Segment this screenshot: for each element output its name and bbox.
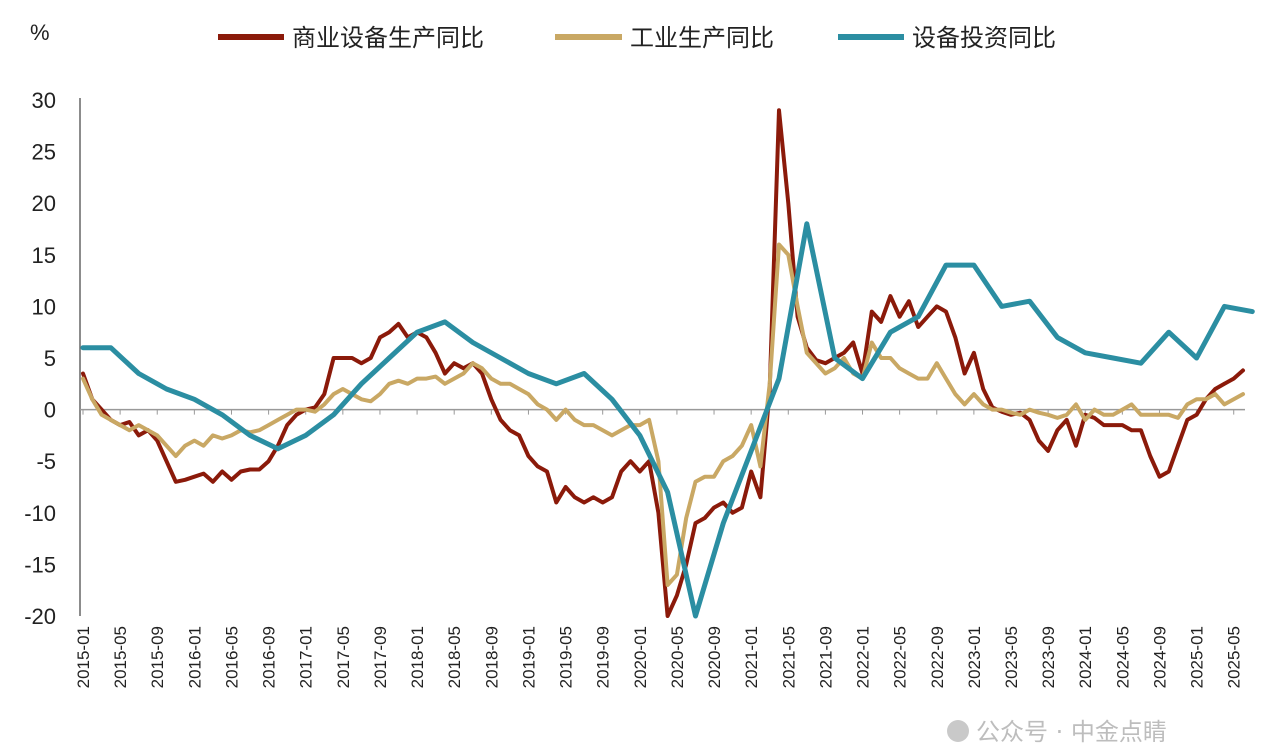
x-tick-label: 2020-09: [705, 626, 724, 688]
series-line-industrial-production: [81, 242, 1245, 587]
x-tick-label: 2018-09: [482, 626, 501, 688]
y-unit-label: %: [30, 20, 50, 45]
x-tick-label: 2025-05: [1225, 626, 1244, 688]
x-tick-label: 2015-01: [74, 626, 93, 688]
x-tick-label: 2018-05: [445, 626, 464, 688]
x-tick-label: 2021-01: [742, 626, 761, 688]
x-tick-label: 2023-09: [1039, 626, 1058, 688]
x-tick-label: 2022-05: [891, 626, 910, 688]
legend-label-commercial-equipment: 商业设备生产同比: [292, 24, 484, 52]
legend: % 商业设备生产同比 工业生产同比 设备投资同比: [30, 20, 1056, 52]
y-tick-label: 30: [32, 88, 56, 113]
wechat-icon: [947, 720, 969, 742]
x-axis-ticks: 2015-01 2015-05 2015-09 2016-01 2016-05 2016-…: [74, 409, 1244, 688]
x-tick-label: 2020-05: [668, 626, 687, 688]
x-tick-label: 2020-01: [631, 626, 650, 688]
series-line-equipment-investment: [80, 221, 1255, 619]
y-tick-label: 10: [32, 294, 56, 319]
x-tick-label: 2025-01: [1188, 626, 1207, 688]
legend-label-industrial-production: 工业生产同比: [630, 24, 774, 52]
x-tick-label: 2024-01: [1076, 626, 1095, 688]
watermark-text: 公众号 · 中金点睛: [976, 718, 1167, 746]
x-tick-label: 2023-05: [1002, 626, 1021, 688]
x-tick-label: 2016-01: [185, 626, 204, 688]
x-tick-label: 2017-09: [371, 626, 390, 688]
y-tick-label: 0: [44, 398, 56, 423]
y-axis-ticks: -20 -15 -10 -5 0 5 10 15 20 25 30: [24, 88, 56, 629]
x-tick-label: 2024-09: [1150, 626, 1169, 688]
x-tick-label: 2022-09: [928, 626, 947, 688]
legend-label-equipment-investment: 设备投资同比: [912, 24, 1056, 52]
x-tick-label: 2023-01: [965, 626, 984, 688]
x-tick-label: 2024-05: [1113, 626, 1132, 688]
x-tick-label: 2015-09: [148, 626, 167, 688]
x-tick-label: 2016-05: [222, 626, 241, 688]
y-tick-label: 20: [32, 191, 56, 216]
y-tick-label: 5: [44, 346, 56, 371]
x-tick-label: 2017-01: [297, 626, 316, 688]
x-tick-label: 2018-01: [408, 626, 427, 688]
x-tick-label: 2015-05: [111, 626, 130, 688]
x-tick-label: 2019-09: [594, 626, 613, 688]
y-tick-label: -5: [36, 449, 56, 474]
x-tick-label: 2019-01: [519, 626, 538, 688]
y-tick-label: -20: [24, 604, 56, 629]
series-lines: [80, 108, 1255, 619]
y-tick-label: -10: [24, 501, 56, 526]
x-tick-label: 2021-09: [816, 626, 835, 688]
x-tick-label: 2021-05: [779, 626, 798, 688]
x-tick-label: 2016-09: [260, 626, 279, 688]
x-tick-label: 2017-05: [334, 626, 353, 688]
x-tick-label: 2022-01: [854, 626, 873, 688]
watermark: 公众号 · 中金点睛: [947, 718, 1167, 746]
y-tick-label: -15: [24, 552, 56, 577]
y-tick-label: 15: [32, 243, 56, 268]
y-tick-label: 25: [32, 140, 56, 165]
x-tick-label: 2019-05: [557, 626, 576, 688]
